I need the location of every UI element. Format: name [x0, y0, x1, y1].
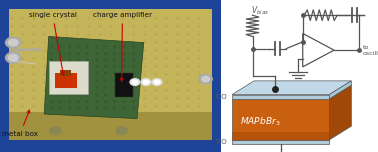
Circle shape	[6, 37, 21, 48]
Polygon shape	[329, 81, 351, 99]
Text: to
oscilloscope: to oscilloscope	[362, 45, 378, 56]
Circle shape	[6, 52, 21, 63]
Circle shape	[141, 79, 151, 85]
Circle shape	[152, 79, 162, 85]
Circle shape	[116, 127, 127, 135]
Circle shape	[199, 74, 212, 84]
Polygon shape	[232, 81, 351, 95]
Bar	[55, 73, 77, 88]
Text: ITO: ITO	[216, 139, 228, 145]
Bar	[9, 9, 212, 140]
Polygon shape	[232, 95, 329, 99]
Text: $V_{bias}$: $V_{bias}$	[251, 5, 269, 17]
Text: single crystal: single crystal	[29, 12, 77, 75]
Circle shape	[202, 76, 210, 82]
Text: metal box: metal box	[2, 110, 38, 137]
Bar	[60, 70, 71, 76]
Text: charge amplifier: charge amplifier	[93, 12, 152, 81]
Circle shape	[130, 79, 140, 85]
Polygon shape	[329, 85, 351, 140]
Polygon shape	[232, 99, 329, 140]
Circle shape	[50, 127, 61, 135]
Polygon shape	[232, 140, 329, 144]
Circle shape	[143, 80, 149, 84]
Text: ITO: ITO	[216, 94, 228, 100]
Circle shape	[154, 80, 160, 84]
Polygon shape	[44, 36, 144, 119]
Bar	[9, 112, 212, 140]
Circle shape	[132, 80, 138, 84]
Polygon shape	[232, 132, 329, 140]
Bar	[115, 73, 133, 97]
Bar	[49, 61, 88, 94]
Text: MAPbBr$_3$: MAPbBr$_3$	[240, 115, 280, 128]
Circle shape	[8, 54, 18, 61]
Circle shape	[8, 39, 18, 46]
